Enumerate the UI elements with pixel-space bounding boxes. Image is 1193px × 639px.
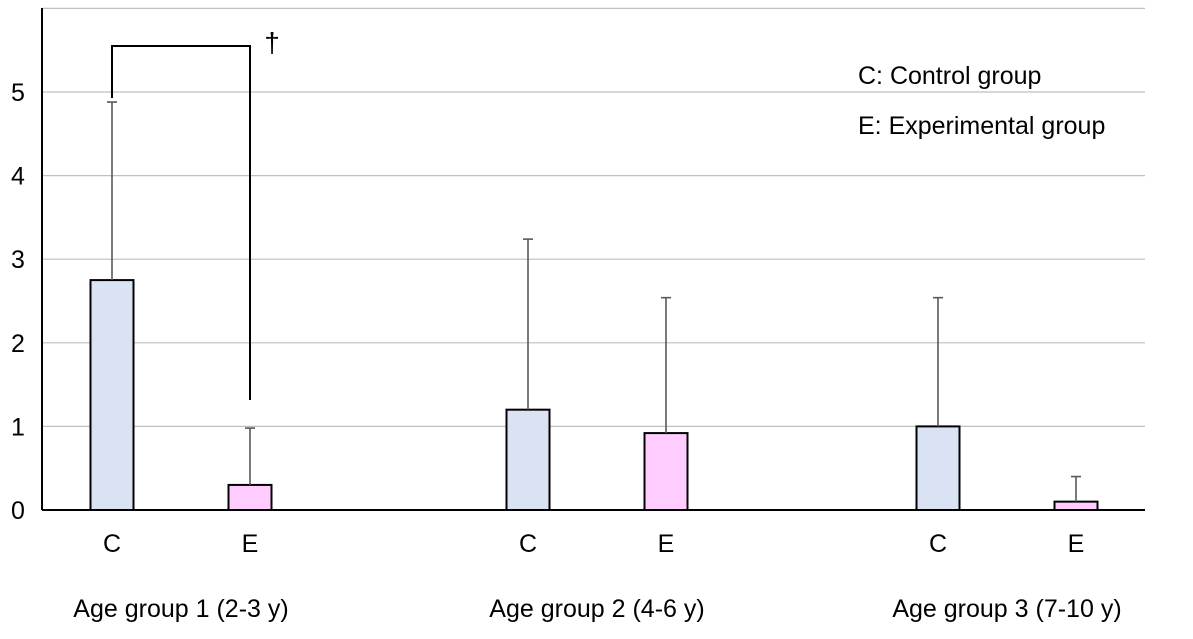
y-tick-label: 4	[11, 163, 25, 191]
y-axis-ticks: 0 1 2 3 4 5	[11, 79, 25, 525]
bar-e	[643, 432, 689, 512]
legend-entry-experimental: E: Experimental group	[858, 112, 1105, 140]
y-tick-label: 1	[11, 413, 25, 441]
y-tick-label: 0	[11, 497, 25, 525]
category-label: C	[103, 530, 121, 558]
bars	[89, 279, 1099, 512]
gridlines	[42, 7, 1145, 427]
group-label: Age group 3 (7-10 y)	[892, 595, 1121, 623]
y-tick-label: 5	[11, 79, 25, 107]
category-label: E	[658, 530, 675, 558]
category-label: C	[519, 530, 537, 558]
category-label: C	[929, 530, 947, 558]
bar-e	[227, 483, 273, 512]
bar-c	[505, 408, 551, 511]
category-label: E	[1068, 530, 1085, 558]
y-tick-label: 3	[11, 246, 25, 274]
group-label: Age group 1 (2-3 y)	[73, 595, 288, 623]
bracket-line	[111, 45, 251, 400]
legend: C: Control group E: Experimental group	[858, 62, 1105, 140]
y-tick-label: 2	[11, 330, 25, 358]
bar-e	[1053, 500, 1099, 512]
category-label: E	[242, 530, 259, 558]
error-bars	[107, 101, 1081, 502]
bar-c	[89, 279, 135, 511]
group-label: Age group 2 (4-6 y)	[489, 595, 704, 623]
significance-symbol: †	[264, 27, 280, 58]
x-axis-labels: C E Age group 1 (2-3 y) C E Age group 2 (4-6 …	[73, 530, 1121, 623]
significance-bracket: †	[111, 27, 280, 400]
bar-c	[915, 425, 961, 511]
legend-entry-control: C: Control group	[858, 62, 1041, 90]
